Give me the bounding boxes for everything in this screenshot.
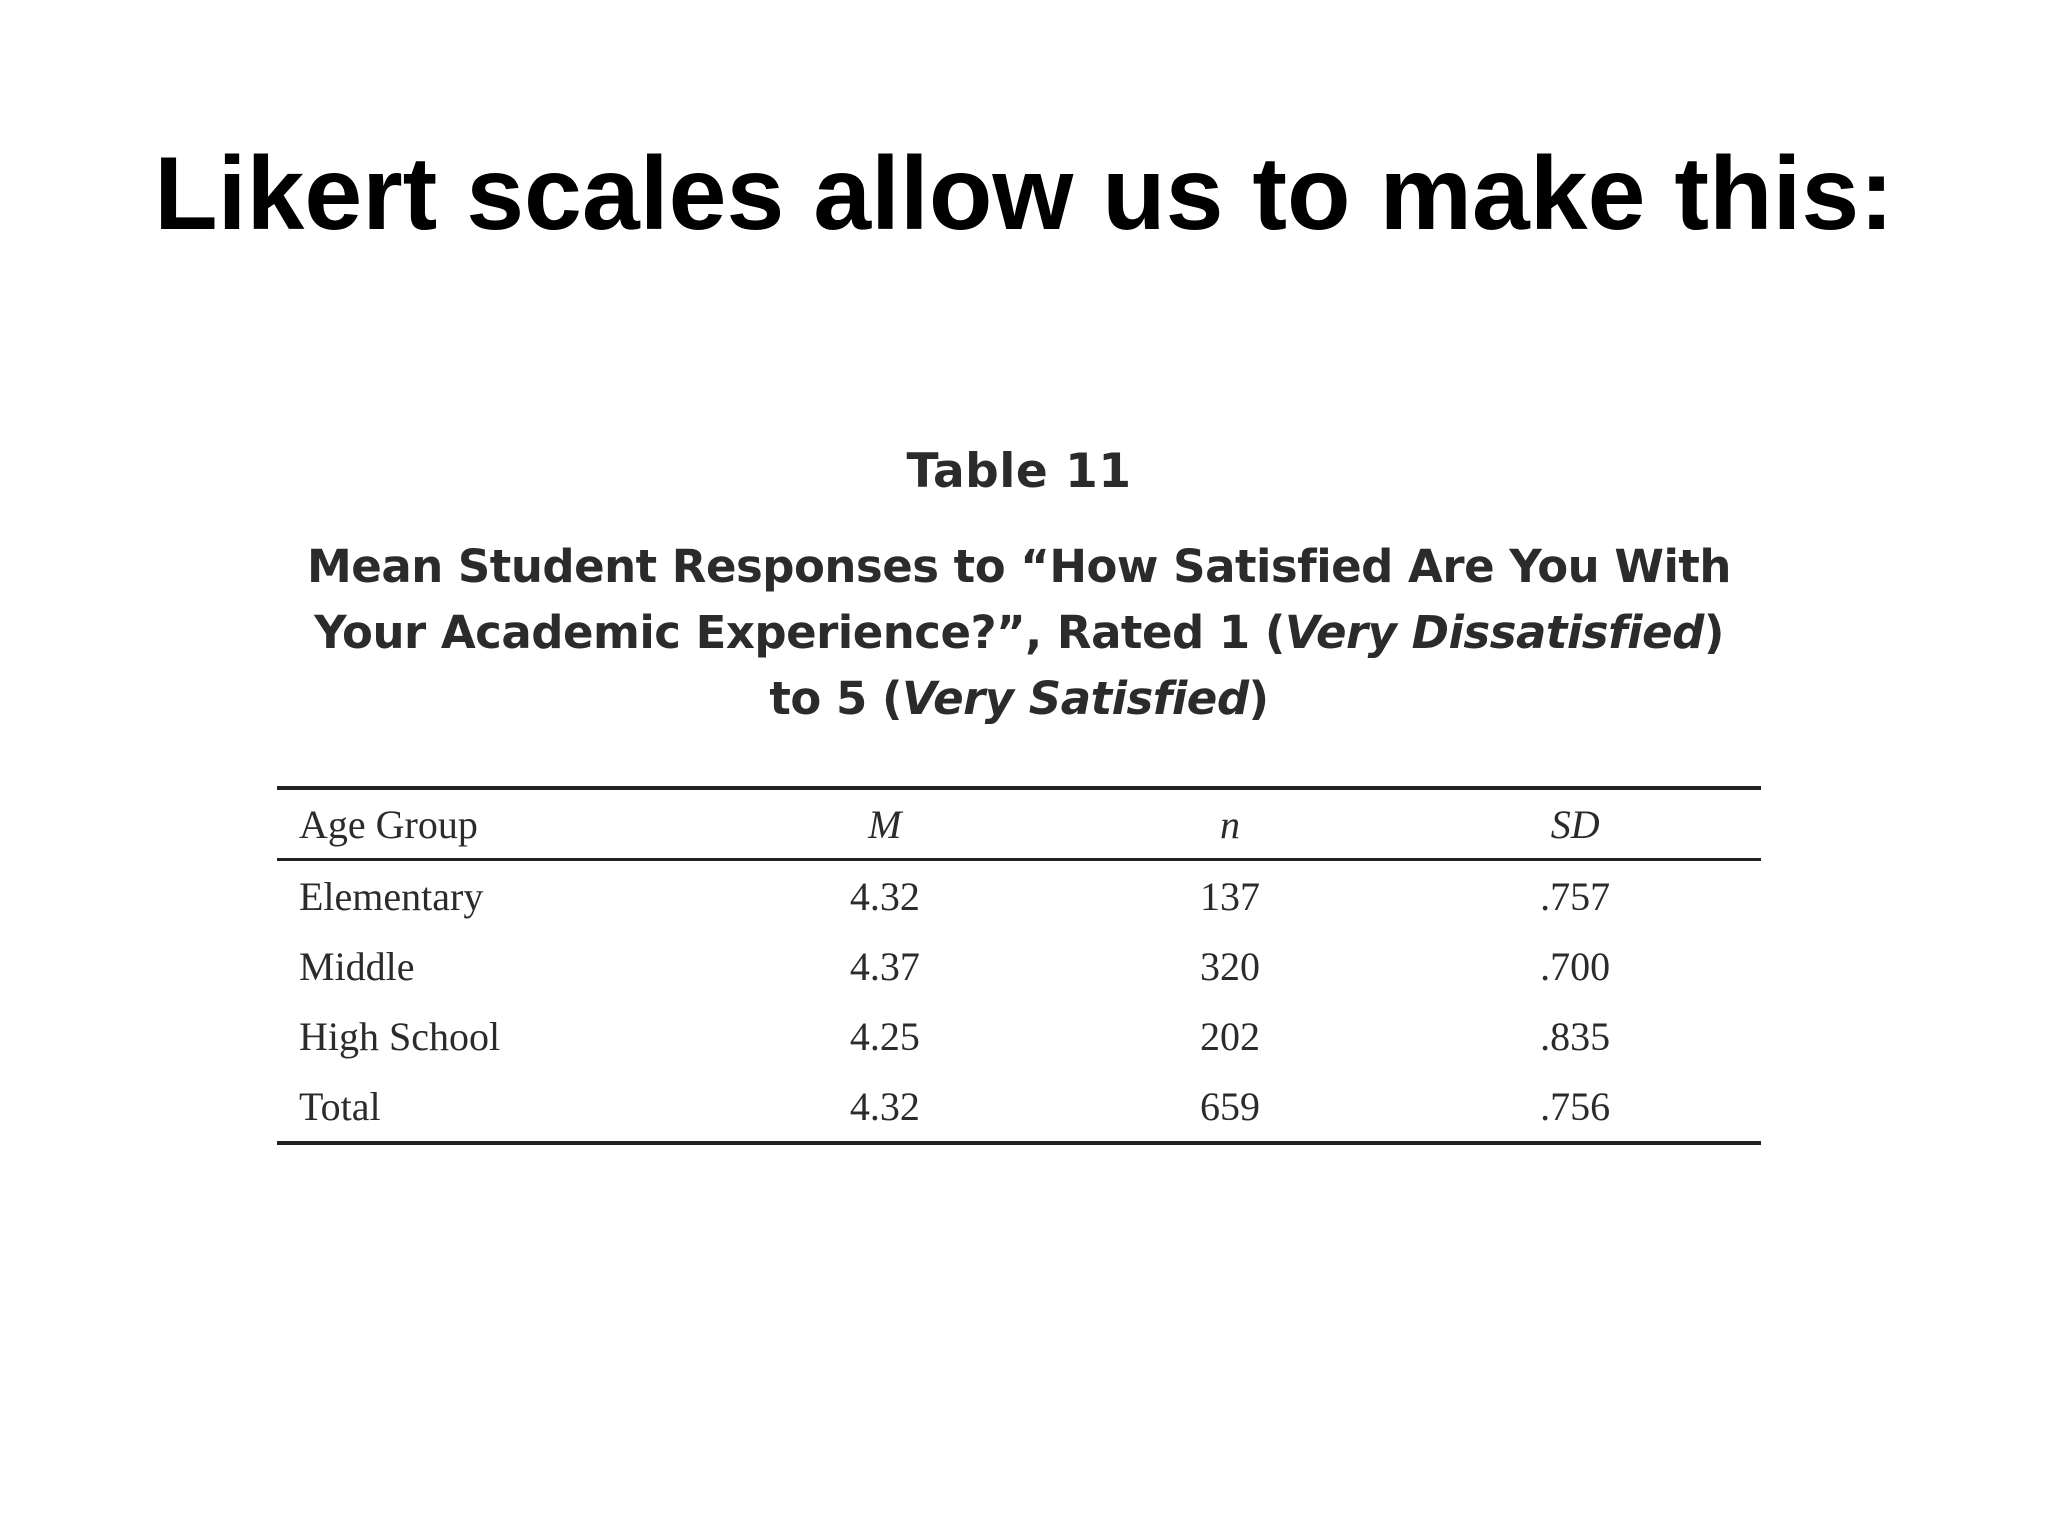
cell-sd: .757 <box>1540 873 1611 919</box>
cell-mean: 4.32 <box>849 873 920 919</box>
cell-mean: 4.32 <box>849 1083 920 1129</box>
table-row: High School 4.25 202 .835 <box>277 1001 1761 1071</box>
caption-line-2-italic: Very Dissatisfied <box>1284 606 1704 659</box>
header-sd: SD <box>1550 801 1600 847</box>
caption-line-2-text: Your Academic Experience?”, Rated 1 ( <box>314 606 1285 659</box>
table-row: Elementary 4.32 137 .757 <box>277 860 1761 932</box>
cell-group: Total <box>299 1083 381 1129</box>
cell-n: 202 <box>1199 1013 1260 1059</box>
cell-sd: .756 <box>1540 1083 1611 1129</box>
header-age-group: Age Group <box>299 801 478 847</box>
table-figure: Table 11 Mean Student Responses to “How … <box>277 440 1761 1143</box>
header-n: n <box>1219 801 1240 847</box>
results-table: Age Group M n SD Elementary 4.32 137 .75… <box>277 786 1761 1145</box>
cell-n: 320 <box>1199 943 1260 989</box>
caption-line-2: Your Academic Experience?”, Rated 1 (Ver… <box>277 600 1761 666</box>
caption-line-1-text: Mean Student Responses to “How Satisfied… <box>307 540 1731 593</box>
cell-n: 137 <box>1199 873 1260 919</box>
cell-sd: .835 <box>1540 1013 1611 1059</box>
table-row: Total 4.32 659 .756 <box>277 1071 1761 1143</box>
table-number: Table 11 <box>906 444 1132 499</box>
cell-group: High School <box>299 1013 501 1059</box>
slide-title: Likert scales allow us to make this: <box>154 136 1894 252</box>
table-row: Middle 4.37 320 .700 <box>277 931 1761 1001</box>
cell-mean: 4.37 <box>849 943 920 989</box>
caption-line-2-close: ) <box>1703 606 1725 659</box>
caption-line-3-text: to 5 ( <box>769 672 903 725</box>
cell-n: 659 <box>1199 1083 1260 1129</box>
cell-sd: .700 <box>1540 943 1611 989</box>
table-caption: Mean Student Responses to “How Satisfied… <box>277 534 1761 732</box>
table-header-row: Age Group M n SD <box>277 788 1761 860</box>
caption-line-3-italic: Very Satisfied <box>902 672 1249 725</box>
cell-mean: 4.25 <box>849 1013 920 1059</box>
caption-line-3-close: ) <box>1248 672 1270 725</box>
cell-group: Elementary <box>299 873 484 919</box>
header-mean: M <box>868 801 902 847</box>
caption-line-1: Mean Student Responses to “How Satisfied… <box>277 534 1761 600</box>
caption-line-3: to 5 (Very Satisfied) <box>277 666 1761 732</box>
cell-group: Middle <box>299 943 415 989</box>
